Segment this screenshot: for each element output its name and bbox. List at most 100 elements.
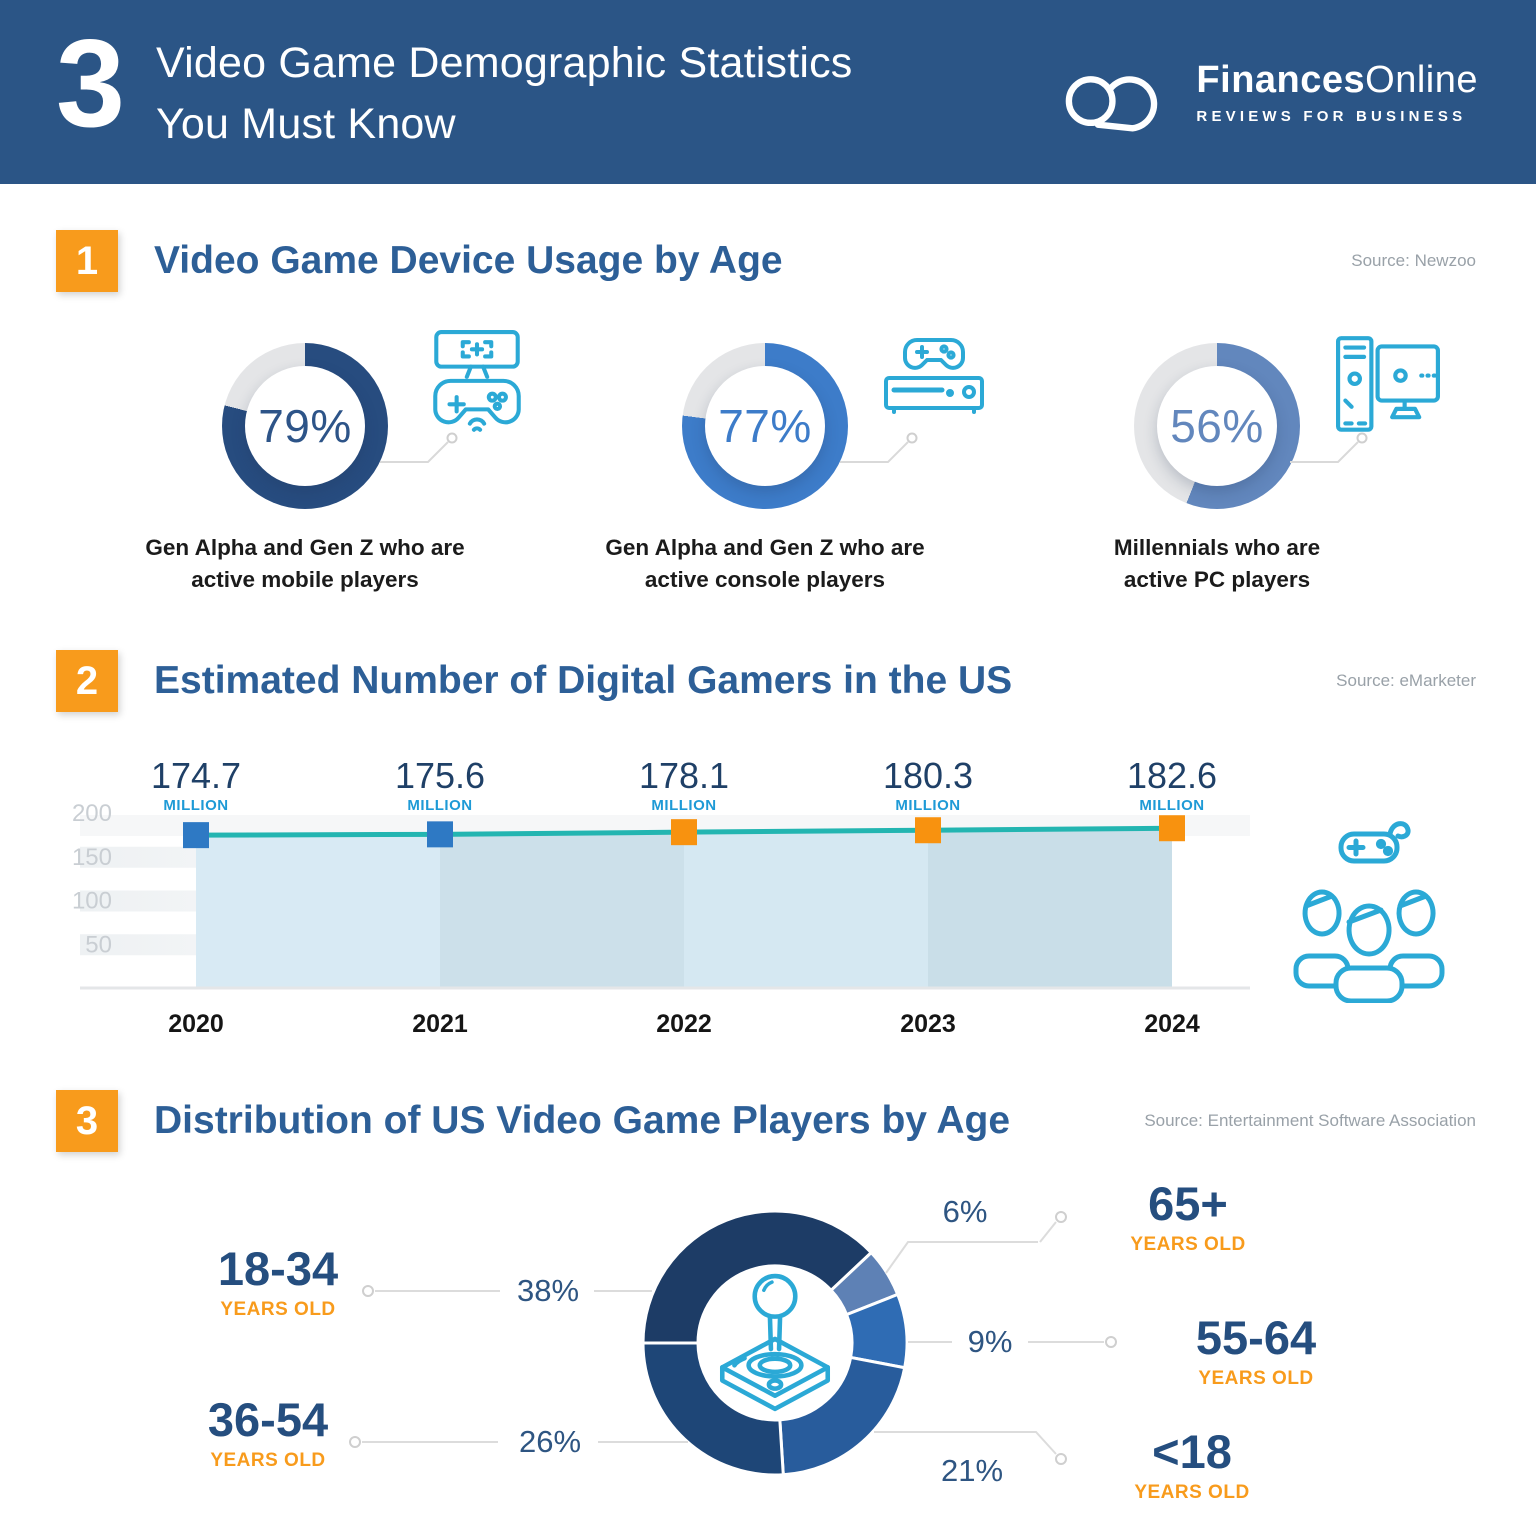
gauge-pc-caption: Millennials who are active PC players [1017,532,1417,595]
header-big-number: 3 [56,15,125,153]
gauge-console-center: 77% [705,366,825,486]
section-header-3: 3 Distribution of US Video Game Players … [56,1090,1476,1152]
connector-dots [349,1211,1117,1465]
donut-connectors [362,1221,1104,1455]
data-point-marker [427,821,453,848]
gauge-console-value: 77% [718,400,812,452]
age-label-65plus: 65+ YEARS OLD [1130,1180,1245,1256]
section-2-title: Estimated Number of Digital Gamers in th… [154,659,1013,702]
age-label-55-64: 55-64 YEARS OLD [1196,1314,1316,1390]
donut-segment-<18 [778,1355,907,1477]
value-unit-label: MILLION [1139,797,1204,814]
value-unit-label: MILLION [163,797,228,814]
value-label: 178.1 [639,755,729,796]
age-sub: YEARS OLD [210,1450,326,1471]
donut-pct-18-34: 38% [516,1273,580,1308]
y-tick-label: 150 [72,844,112,871]
section-1-badge: 1 [56,230,118,292]
y-tick-label: 200 [72,800,112,827]
age-number: 18-34 [217,1242,339,1295]
value-label: 182.6 [1127,755,1217,796]
section-1-title: Video Game Device Usage by Age [154,239,783,282]
area-fill [196,834,440,988]
joystick-icon [719,1273,831,1412]
section-1-source: Source: Newzoo [1351,251,1476,270]
gauge-console-players: 77% [682,343,848,509]
gauge-pc-players: 56% [1134,343,1300,509]
x-axis-year-label: 2023 [900,1010,956,1038]
gauge-console-caption: Gen Alpha and Gen Z who are active conso… [565,532,965,595]
donut-pct-under18: 21% [940,1453,1004,1488]
section-3-title: Distribution of US Video Game Players by… [154,1099,1011,1142]
area-fill [440,832,684,988]
y-tick-label: 100 [72,888,112,915]
donut-pct-36-54: 26% [518,1424,582,1459]
section-3-source: Source: Entertainment Software Associati… [1144,1111,1476,1130]
donut-pct-65plus: 6% [942,1194,988,1229]
donut-pct-55-64: 9% [967,1324,1013,1359]
digital-gamers-chart: 20015010050174.7MILLION2020175.6MILLION2… [72,755,1250,1038]
caption-line: Gen Alpha and Gen Z who are [145,535,465,560]
age-sub: YEARS OLD [1134,1482,1250,1503]
caption-line: active mobile players [191,566,419,592]
caption-line: active PC players [1123,566,1311,592]
gauge-pc-center: 56% [1157,366,1277,486]
data-point-marker [671,819,697,846]
mobile-gaming-icon [433,330,521,432]
value-unit-label: MILLION [651,797,716,814]
section-2-source: Source: eMarketer [1336,671,1476,690]
donut-segment-18-34 [641,1209,873,1345]
brand-logo: FinancesOnline REVIEWS FOR BUSINESS [1058,52,1478,132]
age-sub: YEARS OLD [1198,1368,1314,1389]
gauge-mobile-players: 79% [222,343,388,509]
game-console-icon [884,338,984,414]
page-title-line2: You Must Know [156,100,456,149]
x-axis-year-label: 2022 [656,1010,712,1038]
age-number: 65+ [1148,1177,1228,1230]
value-unit-label: MILLION [895,797,960,814]
gauge-pc-value: 56% [1170,400,1264,452]
brand-light: Online [1365,59,1478,101]
section-3-badge: 3 [56,1090,118,1152]
gamers-group-icon [1293,821,1445,1003]
area-fill [684,830,928,988]
age-label-under18: <18 YEARS OLD [1134,1428,1249,1504]
age-sub: YEARS OLD [220,1299,336,1320]
value-label: 180.3 [883,755,973,796]
gauge-mobile-caption: Gen Alpha and Gen Z who are active mobil… [105,532,505,595]
data-point-marker [915,817,941,844]
age-label-36-54: 36-54 YEARS OLD [208,1396,328,1472]
value-unit-label: MILLION [407,797,472,814]
area-fill [928,828,1172,988]
x-axis-year-label: 2021 [412,1010,468,1038]
age-number: 36-54 [207,1393,329,1446]
desktop-pc-icon [1336,336,1440,432]
data-point-marker [183,822,209,849]
age-number: <18 [1152,1425,1232,1478]
y-tick-label: 50 [85,931,112,958]
age-number: 55-64 [1195,1311,1317,1364]
value-label: 174.7 [151,755,241,796]
x-axis-year-label: 2024 [1144,1010,1200,1038]
brand-bold: Finances [1196,59,1366,101]
age-sub: YEARS OLD [1130,1234,1246,1255]
x-axis-year-label: 2020 [168,1010,224,1038]
brand-name: FinancesOnline [1196,59,1478,102]
header-banner: 3 Video Game Demographic Statistics You … [0,0,1536,184]
age-label-18-34: 18-34 YEARS OLD [218,1245,338,1321]
page-title-line1: Video Game Demographic Statistics [156,39,853,87]
data-point-marker [1159,815,1185,842]
value-label: 175.6 [395,755,485,796]
connector-line [1290,432,1368,463]
donut-segment-36-54 [641,1341,785,1477]
section-header-1: 1 Video Game Device Usage by Age Source:… [56,230,1476,292]
section-header-2: 2 Estimated Number of Digital Gamers in … [56,650,1476,712]
caption-line: Millennials who are [1113,535,1321,560]
gauge-mobile-value: 79% [258,400,352,452]
connector-line [380,432,458,463]
caption-line: Gen Alpha and Gen Z who are [605,535,925,560]
connector-line [840,432,918,463]
caption-line: active console players [644,566,886,592]
page-title: Video Game Demographic Statistics You Mu… [156,33,853,155]
